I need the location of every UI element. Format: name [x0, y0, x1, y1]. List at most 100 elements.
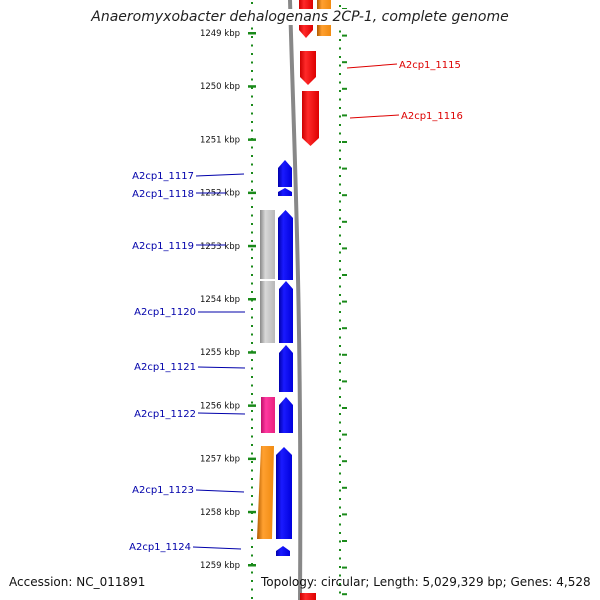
- ring-tick: [342, 34, 347, 37]
- ring-dot: [339, 421, 341, 424]
- genome-backbone: [288, 0, 303, 600]
- ring-dot: [339, 379, 341, 381]
- ring-dot: [339, 158, 341, 160]
- ruler-tick-label: 1256 kbp: [200, 401, 240, 411]
- ruler-dot: [251, 367, 253, 370]
- ring-tick: [342, 513, 347, 516]
- ruler-dot: [251, 401, 253, 404]
- ring-dot: [339, 39, 341, 41]
- ruler-dot: [251, 486, 253, 489]
- gene-label-A2cp1_1121: A2cp1_1121: [134, 362, 196, 373]
- ring-dot: [339, 47, 341, 50]
- ruler-dot: [251, 87, 253, 89]
- ruler-dot: [251, 342, 253, 344]
- ruler-dot: [251, 231, 253, 234]
- ring-tick: [342, 274, 347, 276]
- ring-dot: [339, 294, 341, 296]
- gene-arrow-A2cp1_1118: [278, 188, 292, 196]
- gene-arrow-A2cp1_1120: [279, 281, 293, 343]
- ring-tick: [342, 593, 347, 596]
- ruler-dot: [251, 146, 253, 149]
- ring-dot: [339, 532, 341, 534]
- ring-dot: [339, 124, 341, 126]
- ruler-tick-label: 1249 kbp: [200, 29, 240, 39]
- ring-tick: [342, 194, 347, 197]
- ring-tick: [342, 300, 347, 303]
- gene-leader-line: [195, 489, 245, 493]
- ring-dot: [339, 574, 341, 577]
- ruler-dot: [251, 580, 253, 582]
- ruler-tick-label: 1252 kbp: [200, 189, 240, 199]
- ring-dot: [339, 506, 341, 509]
- ring-dot: [339, 328, 341, 330]
- gene-label-A2cp1_1119: A2cp1_1119: [132, 241, 194, 252]
- ruler-dot: [251, 316, 253, 319]
- ring-tick: [342, 460, 347, 463]
- ruler-dot: [251, 308, 253, 310]
- ring-dot: [339, 107, 341, 109]
- gene-leader-line: [197, 366, 246, 369]
- ruler-dot: [251, 206, 253, 208]
- ruler-tick-label: 1250 kbp: [200, 82, 240, 92]
- ruler-dot: [251, 333, 253, 336]
- ring-dot: [339, 481, 341, 483]
- ruler-dot: [251, 427, 253, 429]
- ruler-tick-label: 1257 kbp: [200, 455, 240, 465]
- gene-arrow-A2cp1_1119: [278, 210, 293, 280]
- ruler-dot: [251, 435, 253, 438]
- ring-dot: [339, 387, 341, 390]
- ruler-dot: [251, 78, 253, 81]
- ring-dot: [339, 302, 341, 305]
- gene-label-A2cp1_1118: A2cp1_1118: [132, 189, 194, 200]
- ruler-dot: [251, 129, 253, 132]
- ring-tick: [342, 247, 347, 250]
- ruler-tick: [248, 510, 256, 514]
- ring-dot: [339, 30, 341, 33]
- ruler-dot: [251, 189, 253, 191]
- ruler-dot: [251, 554, 253, 557]
- gene-leader-line: [195, 173, 245, 177]
- ruler-dot: [251, 155, 253, 157]
- ring-dot: [339, 192, 341, 194]
- ring-tick: [342, 114, 347, 117]
- accession-text: Accession: NC_011891: [9, 575, 146, 589]
- ring-tick: [342, 433, 347, 436]
- orange-feature: [257, 446, 274, 539]
- topology-text: Topology: circular; Length: 5,029,329 bp…: [261, 575, 591, 589]
- ruler-tick-label: 1258 kbp: [200, 508, 240, 518]
- ruler-dot: [251, 121, 253, 123]
- gene-arrow-A2cp1_1123: [276, 447, 292, 539]
- ring-dot: [339, 557, 341, 560]
- ring-dot: [339, 447, 341, 449]
- pink-feature: [261, 397, 275, 433]
- ring-dot: [339, 56, 341, 58]
- ring-dot: [339, 226, 341, 228]
- grey-feature-1: [260, 210, 275, 279]
- ruler-dot: [251, 61, 253, 64]
- ring-dot: [339, 115, 341, 118]
- ruler-dot: [251, 2, 253, 4]
- ring-dot: [339, 73, 341, 75]
- ruler-dot: [251, 197, 253, 200]
- ring-dot: [339, 549, 341, 551]
- ring-dot: [339, 90, 341, 92]
- ring-dot: [339, 98, 341, 101]
- ring-tick: [342, 407, 347, 409]
- ring-dot: [339, 396, 341, 398]
- ruler-dot: [251, 223, 253, 225]
- ring-dot: [339, 268, 341, 271]
- ruler-dot: [251, 393, 253, 395]
- ring-dot: [339, 515, 341, 517]
- ruler-tick: [248, 85, 256, 88]
- ring-dot: [339, 5, 341, 7]
- ruler-dot: [251, 418, 253, 421]
- ring-dot: [339, 141, 341, 143]
- ring-dot: [339, 430, 341, 432]
- page-title: Anaeromyxobacter dehalogenans 2CP-1, com…: [0, 9, 600, 25]
- ruler-dot: [251, 478, 253, 480]
- ring-dot: [339, 583, 341, 585]
- ruler-dots: [251, 2, 347, 599]
- ruler-dot: [251, 597, 253, 599]
- ring-tick: [342, 61, 347, 64]
